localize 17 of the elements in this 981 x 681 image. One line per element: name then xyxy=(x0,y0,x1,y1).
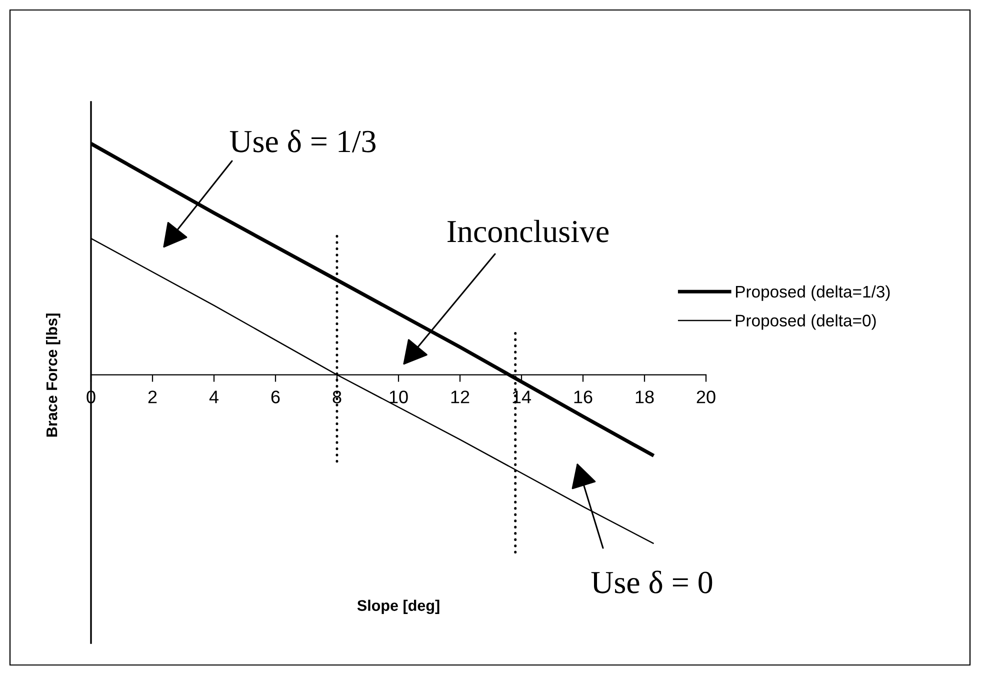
x-tick-label: 12 xyxy=(451,390,470,404)
x-tick-label: 6 xyxy=(271,390,280,404)
x-tick-label: 4 xyxy=(209,390,218,404)
x-axis-title: Slope [deg] xyxy=(357,600,440,614)
legend-label: Proposed (delta=1/3) xyxy=(736,285,890,301)
text: Use δ = 0 xyxy=(591,570,712,594)
x-tick-label: 14 xyxy=(512,390,532,404)
x-tick-label: 2 xyxy=(148,390,157,404)
x-tick-label: 20 xyxy=(696,390,716,404)
x-tick-label: 10 xyxy=(390,390,408,404)
y-axis-title: Brace Force [lbs] xyxy=(46,314,60,437)
x-tick-label: 18 xyxy=(636,390,654,404)
legend-label: Proposed (delta=0) xyxy=(736,314,876,330)
annotation: Use δ = 1/3 xyxy=(230,130,376,152)
x-tick-label: 8 xyxy=(332,390,342,404)
annotation: Inconclusive xyxy=(448,220,608,242)
x-tick-label: 16 xyxy=(574,390,592,404)
